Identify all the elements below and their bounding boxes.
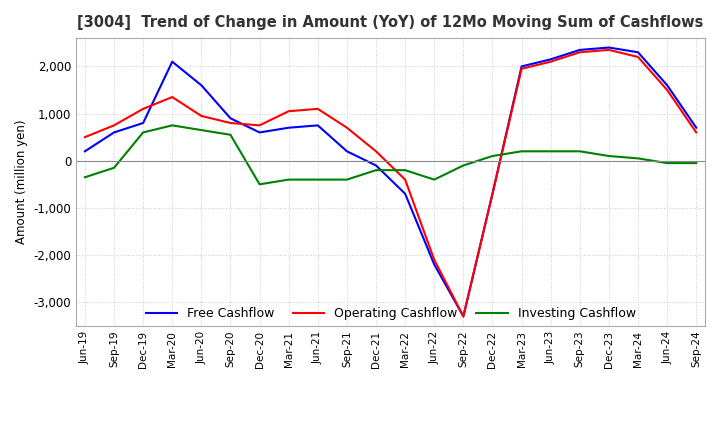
Free Cashflow bbox=[226, 116, 235, 121]
Operating Cashflow bbox=[226, 121, 235, 126]
Operating Cashflow bbox=[372, 149, 380, 154]
Investing Cashflow bbox=[313, 177, 322, 182]
Investing Cashflow bbox=[372, 168, 380, 173]
Investing Cashflow bbox=[634, 156, 642, 161]
Operating Cashflow bbox=[430, 257, 438, 262]
Investing Cashflow bbox=[197, 128, 206, 133]
Investing Cashflow bbox=[430, 177, 438, 182]
Free Cashflow bbox=[546, 57, 555, 62]
Investing Cashflow bbox=[546, 149, 555, 154]
Operating Cashflow bbox=[256, 123, 264, 128]
Operating Cashflow bbox=[197, 113, 206, 118]
Investing Cashflow bbox=[517, 149, 526, 154]
Free Cashflow bbox=[313, 123, 322, 128]
Investing Cashflow bbox=[284, 177, 293, 182]
Operating Cashflow bbox=[517, 66, 526, 71]
Free Cashflow bbox=[488, 191, 497, 196]
Free Cashflow bbox=[256, 130, 264, 135]
Investing Cashflow bbox=[459, 163, 468, 168]
Free Cashflow bbox=[575, 47, 584, 52]
Operating Cashflow bbox=[343, 125, 351, 130]
Operating Cashflow bbox=[313, 106, 322, 111]
Free Cashflow bbox=[401, 191, 410, 196]
Line: Free Cashflow: Free Cashflow bbox=[85, 48, 696, 316]
Free Cashflow bbox=[139, 121, 148, 126]
Investing Cashflow bbox=[605, 154, 613, 159]
Operating Cashflow bbox=[401, 177, 410, 182]
Investing Cashflow bbox=[256, 182, 264, 187]
Investing Cashflow bbox=[488, 154, 497, 159]
Free Cashflow bbox=[517, 64, 526, 69]
Free Cashflow bbox=[430, 262, 438, 267]
Investing Cashflow bbox=[401, 168, 410, 173]
Operating Cashflow bbox=[692, 130, 701, 135]
Free Cashflow bbox=[372, 163, 380, 168]
Investing Cashflow bbox=[692, 161, 701, 166]
Operating Cashflow bbox=[546, 59, 555, 64]
Investing Cashflow bbox=[168, 123, 176, 128]
Operating Cashflow bbox=[81, 135, 89, 140]
Investing Cashflow bbox=[109, 165, 118, 170]
Legend: Free Cashflow, Operating Cashflow, Investing Cashflow: Free Cashflow, Operating Cashflow, Inves… bbox=[140, 302, 641, 325]
Free Cashflow bbox=[284, 125, 293, 130]
Free Cashflow bbox=[343, 149, 351, 154]
Operating Cashflow bbox=[634, 54, 642, 59]
Free Cashflow bbox=[605, 45, 613, 50]
Free Cashflow bbox=[692, 125, 701, 130]
Operating Cashflow bbox=[605, 47, 613, 52]
Line: Investing Cashflow: Investing Cashflow bbox=[85, 125, 696, 184]
Y-axis label: Amount (million yen): Amount (million yen) bbox=[15, 120, 28, 244]
Investing Cashflow bbox=[663, 161, 672, 166]
Operating Cashflow bbox=[168, 95, 176, 100]
Operating Cashflow bbox=[459, 314, 468, 319]
Operating Cashflow bbox=[575, 50, 584, 55]
Investing Cashflow bbox=[139, 130, 148, 135]
Operating Cashflow bbox=[139, 106, 148, 111]
Investing Cashflow bbox=[226, 132, 235, 137]
Free Cashflow bbox=[81, 149, 89, 154]
Investing Cashflow bbox=[575, 149, 584, 154]
Free Cashflow bbox=[168, 59, 176, 64]
Free Cashflow bbox=[634, 50, 642, 55]
Investing Cashflow bbox=[81, 175, 89, 180]
Title: [3004]  Trend of Change in Amount (YoY) of 12Mo Moving Sum of Cashflows: [3004] Trend of Change in Amount (YoY) o… bbox=[77, 15, 703, 30]
Operating Cashflow bbox=[488, 191, 497, 196]
Free Cashflow bbox=[109, 130, 118, 135]
Free Cashflow bbox=[459, 314, 468, 319]
Free Cashflow bbox=[197, 83, 206, 88]
Free Cashflow bbox=[663, 83, 672, 88]
Line: Operating Cashflow: Operating Cashflow bbox=[85, 50, 696, 316]
Operating Cashflow bbox=[663, 88, 672, 93]
Investing Cashflow bbox=[343, 177, 351, 182]
Operating Cashflow bbox=[284, 109, 293, 114]
Operating Cashflow bbox=[109, 123, 118, 128]
